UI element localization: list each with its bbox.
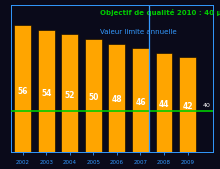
Bar [14,25,31,152]
Bar [156,53,172,152]
Bar [85,39,102,152]
Text: 42: 42 [182,102,193,111]
Bar [179,57,196,152]
Text: 56: 56 [18,87,28,96]
Text: 50: 50 [88,93,99,102]
Text: Objectif de qualité 2010 : 40 μg/m³: Objectif de qualité 2010 : 40 μg/m³ [100,9,220,17]
Text: 52: 52 [65,91,75,100]
Bar [38,30,55,152]
Text: Valeur limite annuelle: Valeur limite annuelle [100,29,177,35]
Bar [132,48,149,152]
Text: 54: 54 [41,89,51,98]
Text: 40: 40 [203,103,211,108]
Text: 46: 46 [135,98,146,107]
Bar [108,44,125,152]
Text: 48: 48 [112,95,122,104]
Bar [61,34,78,152]
Text: 44: 44 [159,100,169,109]
